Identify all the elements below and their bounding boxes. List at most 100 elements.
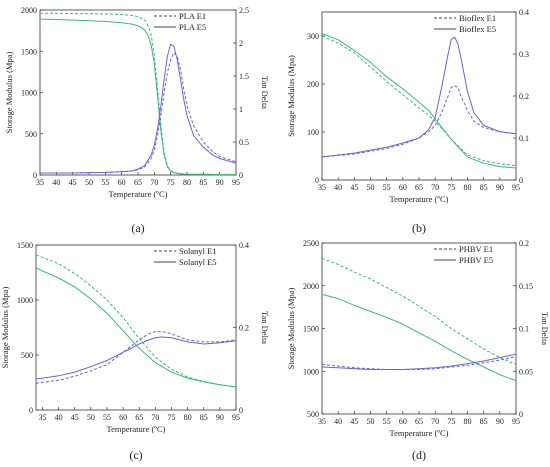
y2-tick-label: 1 (239, 105, 243, 114)
legend-entry: PLA E1 (179, 11, 206, 21)
x-tick-label: 50 (367, 417, 375, 426)
x-tick-label: 55 (383, 183, 391, 192)
y2-tick-label: 0 (519, 410, 523, 419)
series-line-1 (322, 257, 516, 365)
y2-tick-label: 0.1 (519, 325, 529, 334)
y2-tick-label: 0.2 (519, 239, 529, 248)
y2-tick-label: 1.5 (239, 72, 249, 81)
panel-label: (b) (412, 221, 426, 235)
legend-entry: PLA E5 (179, 22, 206, 32)
x-tick-label: 80 (464, 183, 472, 192)
x-tick-label: 50 (87, 413, 95, 422)
y-axis-label: Storage Modulus (Mpa) (286, 55, 296, 137)
x-tick-label: 65 (134, 178, 142, 187)
x-tick-label: 40 (334, 417, 342, 426)
y-tick-label: 0 (33, 171, 37, 180)
series-line-4 (36, 336, 236, 380)
x-tick-label: 75 (167, 413, 175, 422)
x-tick-label: 60 (399, 183, 407, 192)
y2-tick-label: 0.15 (519, 282, 533, 291)
y2-tick-label: 0.1 (519, 134, 529, 143)
panel-label: (c) (129, 448, 142, 462)
x-tick-label: 80 (183, 178, 191, 187)
x-tick-label: 40 (55, 413, 63, 422)
y2-axis-label: Tan Delta (260, 76, 270, 109)
x-tick-label: 85 (480, 183, 488, 192)
x-axis-label: Temperature (ºC) (390, 428, 449, 438)
x-tick-label: 65 (415, 417, 423, 426)
series-line-2 (40, 18, 236, 175)
x-tick-label: 65 (135, 413, 143, 422)
chart-panel-2: 35 40 45 50 55 60 65 70 75 80 85 90 95010020030000.1… (286, 8, 529, 235)
y2-tick-label: 0 (239, 406, 243, 415)
y-tick-label: 1000 (17, 296, 33, 305)
series-line-3 (36, 331, 236, 384)
y-tick-label: 1500 (303, 325, 319, 334)
y-tick-label: 100 (307, 128, 319, 137)
y2-tick-label: 0 (519, 176, 523, 185)
y-tick-label: 2000 (303, 282, 319, 291)
y-axis-label: Storage Modulus (Mpa) (0, 286, 10, 368)
plot-frame (321, 11, 517, 181)
series-line-3 (322, 84, 516, 158)
x-tick-label: 70 (431, 417, 439, 426)
x-tick-label: 60 (118, 178, 126, 187)
x-tick-label: 60 (399, 417, 407, 426)
x-tick-label: 70 (431, 183, 439, 192)
y-tick-label: 2000 (21, 6, 37, 15)
y-tick-label: 2500 (303, 239, 319, 248)
y2-axis-label: Tan Delta (260, 311, 270, 344)
y-tick-label: 1000 (21, 89, 37, 98)
chart-panel-1: 35 40 45 50 55 60 65 70 75 80 85 90 9505001000150020… (4, 6, 270, 235)
series-line-1 (36, 254, 236, 388)
series-line-2 (322, 293, 516, 382)
x-tick-label: 35 (318, 417, 326, 426)
x-axis-label: Temperature (ºC) (109, 189, 168, 199)
panel-label: (a) (131, 221, 144, 235)
x-tick-label: 75 (167, 178, 175, 187)
x-tick-label: 75 (447, 417, 455, 426)
x-tick-label: 35 (36, 178, 44, 187)
x-tick-label: 55 (101, 178, 109, 187)
x-tick-label: 45 (350, 417, 358, 426)
x-tick-label: 95 (232, 413, 240, 422)
x-tick-label: 80 (184, 413, 192, 422)
x-tick-label: 45 (350, 183, 358, 192)
y-tick-label: 500 (21, 351, 33, 360)
y2-tick-label: 0.05 (519, 367, 533, 376)
y2-tick-label: 0 (239, 171, 243, 180)
x-tick-label: 70 (150, 178, 158, 187)
y-axis-label: Storage Modulus (Mpa) (4, 51, 14, 133)
x-tick-label: 50 (85, 178, 93, 187)
legend-entry: Bioflex E5 (459, 24, 496, 34)
x-tick-label: 75 (447, 183, 455, 192)
y-tick-label: 0 (29, 406, 33, 415)
x-tick-label: 95 (512, 417, 520, 426)
y2-tick-label: 2 (239, 39, 243, 48)
x-tick-label: 80 (464, 417, 472, 426)
x-tick-label: 35 (38, 413, 46, 422)
x-tick-label: 95 (232, 178, 240, 187)
y2-tick-label: 0.5 (239, 138, 249, 147)
x-tick-label: 90 (216, 413, 224, 422)
x-tick-label: 55 (383, 417, 391, 426)
x-tick-label: 90 (496, 417, 504, 426)
y-tick-label: 1000 (303, 367, 319, 376)
x-tick-label: 35 (318, 183, 326, 192)
y2-axis-label: Tan Delta (540, 312, 550, 345)
legend-entry: Solanyl E1 (179, 246, 217, 256)
panel-label: (d) (412, 448, 426, 462)
legend-entry: Bioflex E1 (459, 13, 496, 23)
y2-tick-label: 0.4 (239, 241, 249, 250)
legend-entry: PHBV E1 (459, 244, 493, 254)
series-line-3 (40, 52, 236, 174)
x-tick-label: 65 (415, 183, 423, 192)
y-tick-label: 300 (307, 32, 319, 41)
y-tick-label: 500 (307, 410, 319, 419)
x-tick-label: 50 (367, 183, 375, 192)
x-tick-label: 85 (200, 413, 208, 422)
y2-tick-label: 2.5 (239, 6, 249, 15)
x-tick-label: 85 (199, 178, 207, 187)
chart-panel-3: 35 40 45 50 55 60 65 70 75 80 85 90 9505001000150000… (0, 241, 270, 462)
